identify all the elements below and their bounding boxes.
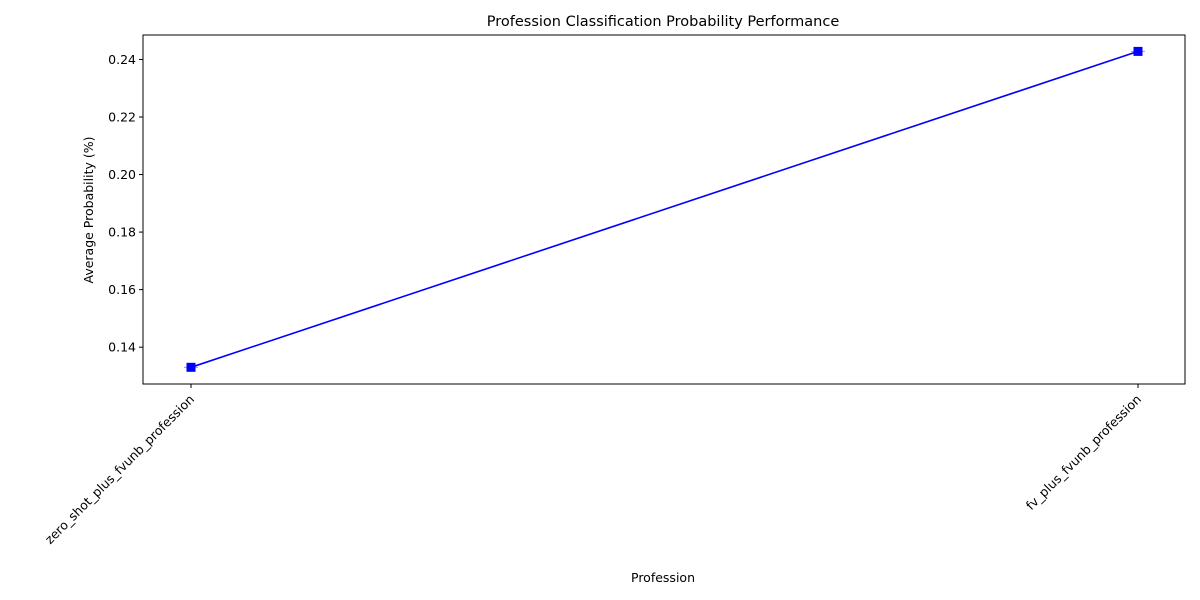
chart-title: Profession Classification Probability Pe… bbox=[487, 14, 840, 30]
y-tick-label: 0.18 bbox=[108, 225, 136, 240]
y-tick-label: 0.24 bbox=[108, 52, 136, 67]
plot-area bbox=[184, 46, 1145, 372]
y-tick-label: 0.16 bbox=[108, 282, 136, 297]
data-point bbox=[1133, 46, 1143, 56]
y-axis: 0.14 0.16 0.18 0.20 0.22 0.24 bbox=[108, 52, 143, 355]
y-tick-label: 0.22 bbox=[108, 109, 136, 124]
x-axis-label: Profession bbox=[631, 570, 695, 585]
data-point bbox=[186, 362, 196, 372]
y-tick-label: 0.20 bbox=[108, 167, 136, 182]
axes-frame bbox=[142, 34, 1186, 385]
y-tick-label: 0.14 bbox=[108, 340, 136, 355]
y-axis-label: Average Probability (%) bbox=[81, 137, 96, 284]
series-line bbox=[190, 50, 1139, 369]
